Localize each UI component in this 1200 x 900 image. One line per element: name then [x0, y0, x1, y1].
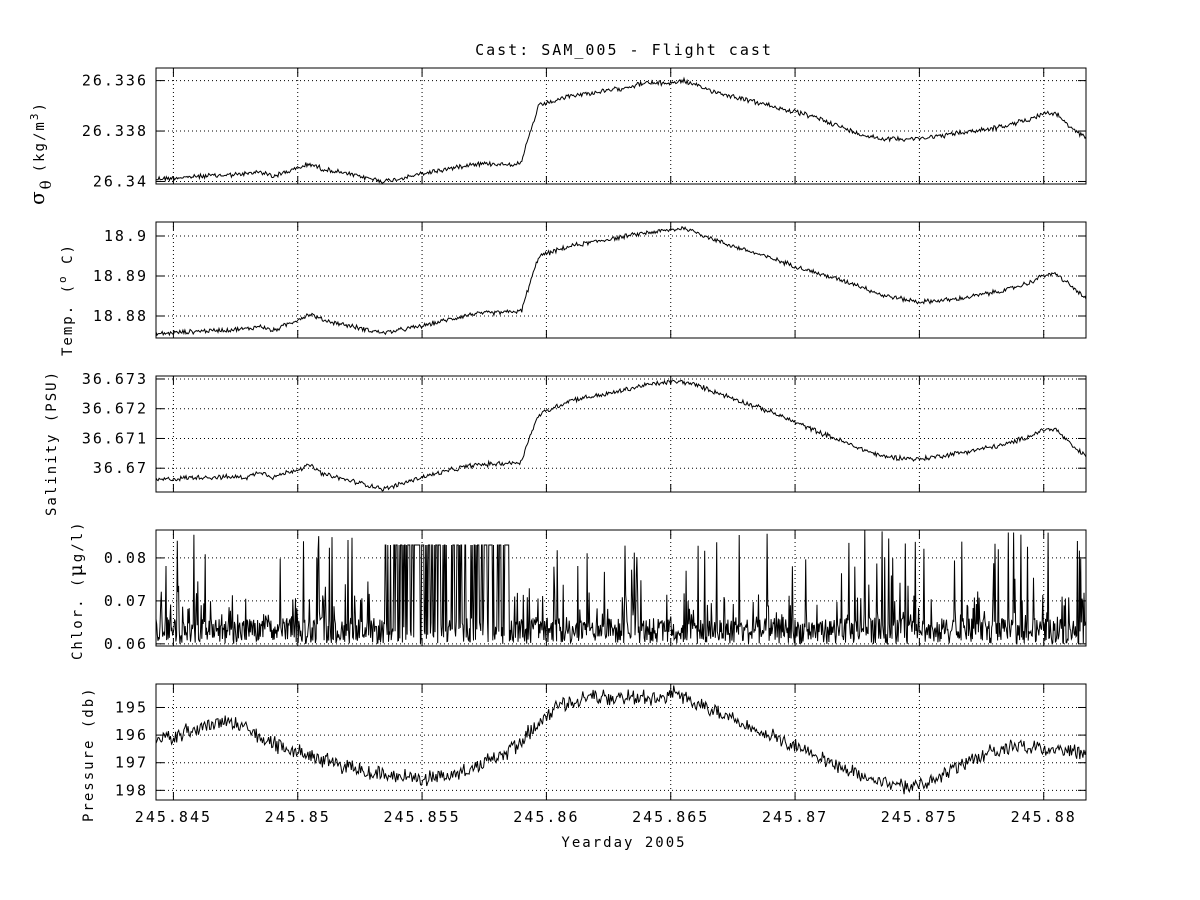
axes-box-salinity: [155, 375, 1087, 493]
panels: 26.33626.33826.3418.8818.8918.936.6736.6…: [82, 67, 1087, 826]
y-tick-label-chlor: 0.07: [104, 592, 148, 610]
x-tick-label: 245.845: [135, 808, 212, 826]
x-tick-label: 245.87: [762, 808, 828, 826]
chart-title: Cast: SAM_005 - Flight cast: [475, 41, 773, 59]
y-label-temp-text: Temp. (: [60, 283, 76, 356]
x-tick-label: 245.88: [1011, 808, 1077, 826]
axes-box-temp: [155, 221, 1087, 339]
series-line-pressure: [156, 685, 1086, 795]
y-tick-label-temp: 18.89: [93, 267, 148, 285]
y-tick-label-salinity: 36.671: [82, 429, 148, 447]
y-label-pressure: Pressure (db): [81, 686, 97, 822]
y-tick-label-chlor: 0.08: [104, 549, 148, 567]
y-tick-label-salinity: 36.67: [93, 459, 148, 477]
y-label-chlor: Chlor. (μg/l): [65, 520, 87, 660]
y-tick-label-chlor: 0.06: [104, 635, 148, 653]
series-line-temp: [156, 225, 1086, 337]
y-label-sigma-sub: θ: [37, 178, 55, 189]
y-label-chlor-text: Chlor. (: [70, 577, 86, 660]
y-tick-label-sigma: 26.34: [93, 172, 148, 190]
y-tick-label-sigma: 26.338: [82, 122, 148, 140]
y-label-sigma-close: ): [32, 101, 48, 111]
y-label-sigma-sup: 3: [28, 112, 41, 121]
series-line-salinity: [156, 379, 1086, 492]
y-label-temp-sup: o: [56, 274, 69, 283]
y-label-temp-close: C): [60, 243, 76, 274]
panel-sigma: 26.336 26.338 26.34: [82, 67, 1087, 190]
y-label-sigma-symbol: σ: [25, 189, 49, 205]
panel-temp: 18.88 18.89 18.9: [93, 221, 1087, 339]
y-label-chlor-close: g/l): [70, 520, 86, 562]
y-tick-label-pressure: 196: [115, 726, 148, 744]
y-label-temp: Temp. (o C): [56, 243, 76, 356]
panel-pressure: 195 196 197 198 245.845 245.85 245.855 245.86 24…: [115, 683, 1087, 826]
y-tick-label-temp: 18.9: [104, 227, 148, 245]
x-tick-label: 245.855: [383, 808, 460, 826]
x-tick-label: 245.865: [632, 808, 709, 826]
panel-salinity: 36.67 36.671 36.672 36.673: [82, 370, 1087, 493]
y-tick-label-salinity: 36.672: [82, 400, 148, 418]
y-tick-label-salinity: 36.673: [82, 370, 148, 388]
y-tick-label-pressure: 195: [115, 698, 148, 716]
y-label-sigma: σθ (kg/m3): [25, 101, 55, 205]
y-tick-label-pressure: 198: [115, 781, 148, 799]
y-tick-label-temp: 18.88: [93, 307, 148, 325]
x-tick-label: 245.85: [265, 808, 331, 826]
axes-box-chlor: [155, 529, 1087, 647]
x-tick-label: 245.86: [513, 808, 579, 826]
axes-box-pressure: [155, 683, 1087, 801]
y-tick-label-sigma: 26.336: [82, 72, 148, 90]
y-label-chlor-symbol: μ: [65, 562, 87, 576]
axes-box-sigma: [155, 67, 1087, 185]
series-line-chlor: [156, 530, 1086, 646]
grid-sigma: [156, 68, 1086, 184]
panel-chlor: 0.06 0.07 0.08: [104, 529, 1087, 653]
y-tick-label-pressure: 197: [115, 754, 148, 772]
y-label-salinity: Salinity (PSU): [44, 370, 60, 516]
y-label-sigma-units: (kg/m: [32, 120, 48, 172]
series-line-sigma: [156, 76, 1086, 184]
grid-salinity: [156, 376, 1086, 492]
x-tick-label: 245.875: [881, 808, 958, 826]
x-axis-label: Yearday 2005: [561, 835, 686, 851]
